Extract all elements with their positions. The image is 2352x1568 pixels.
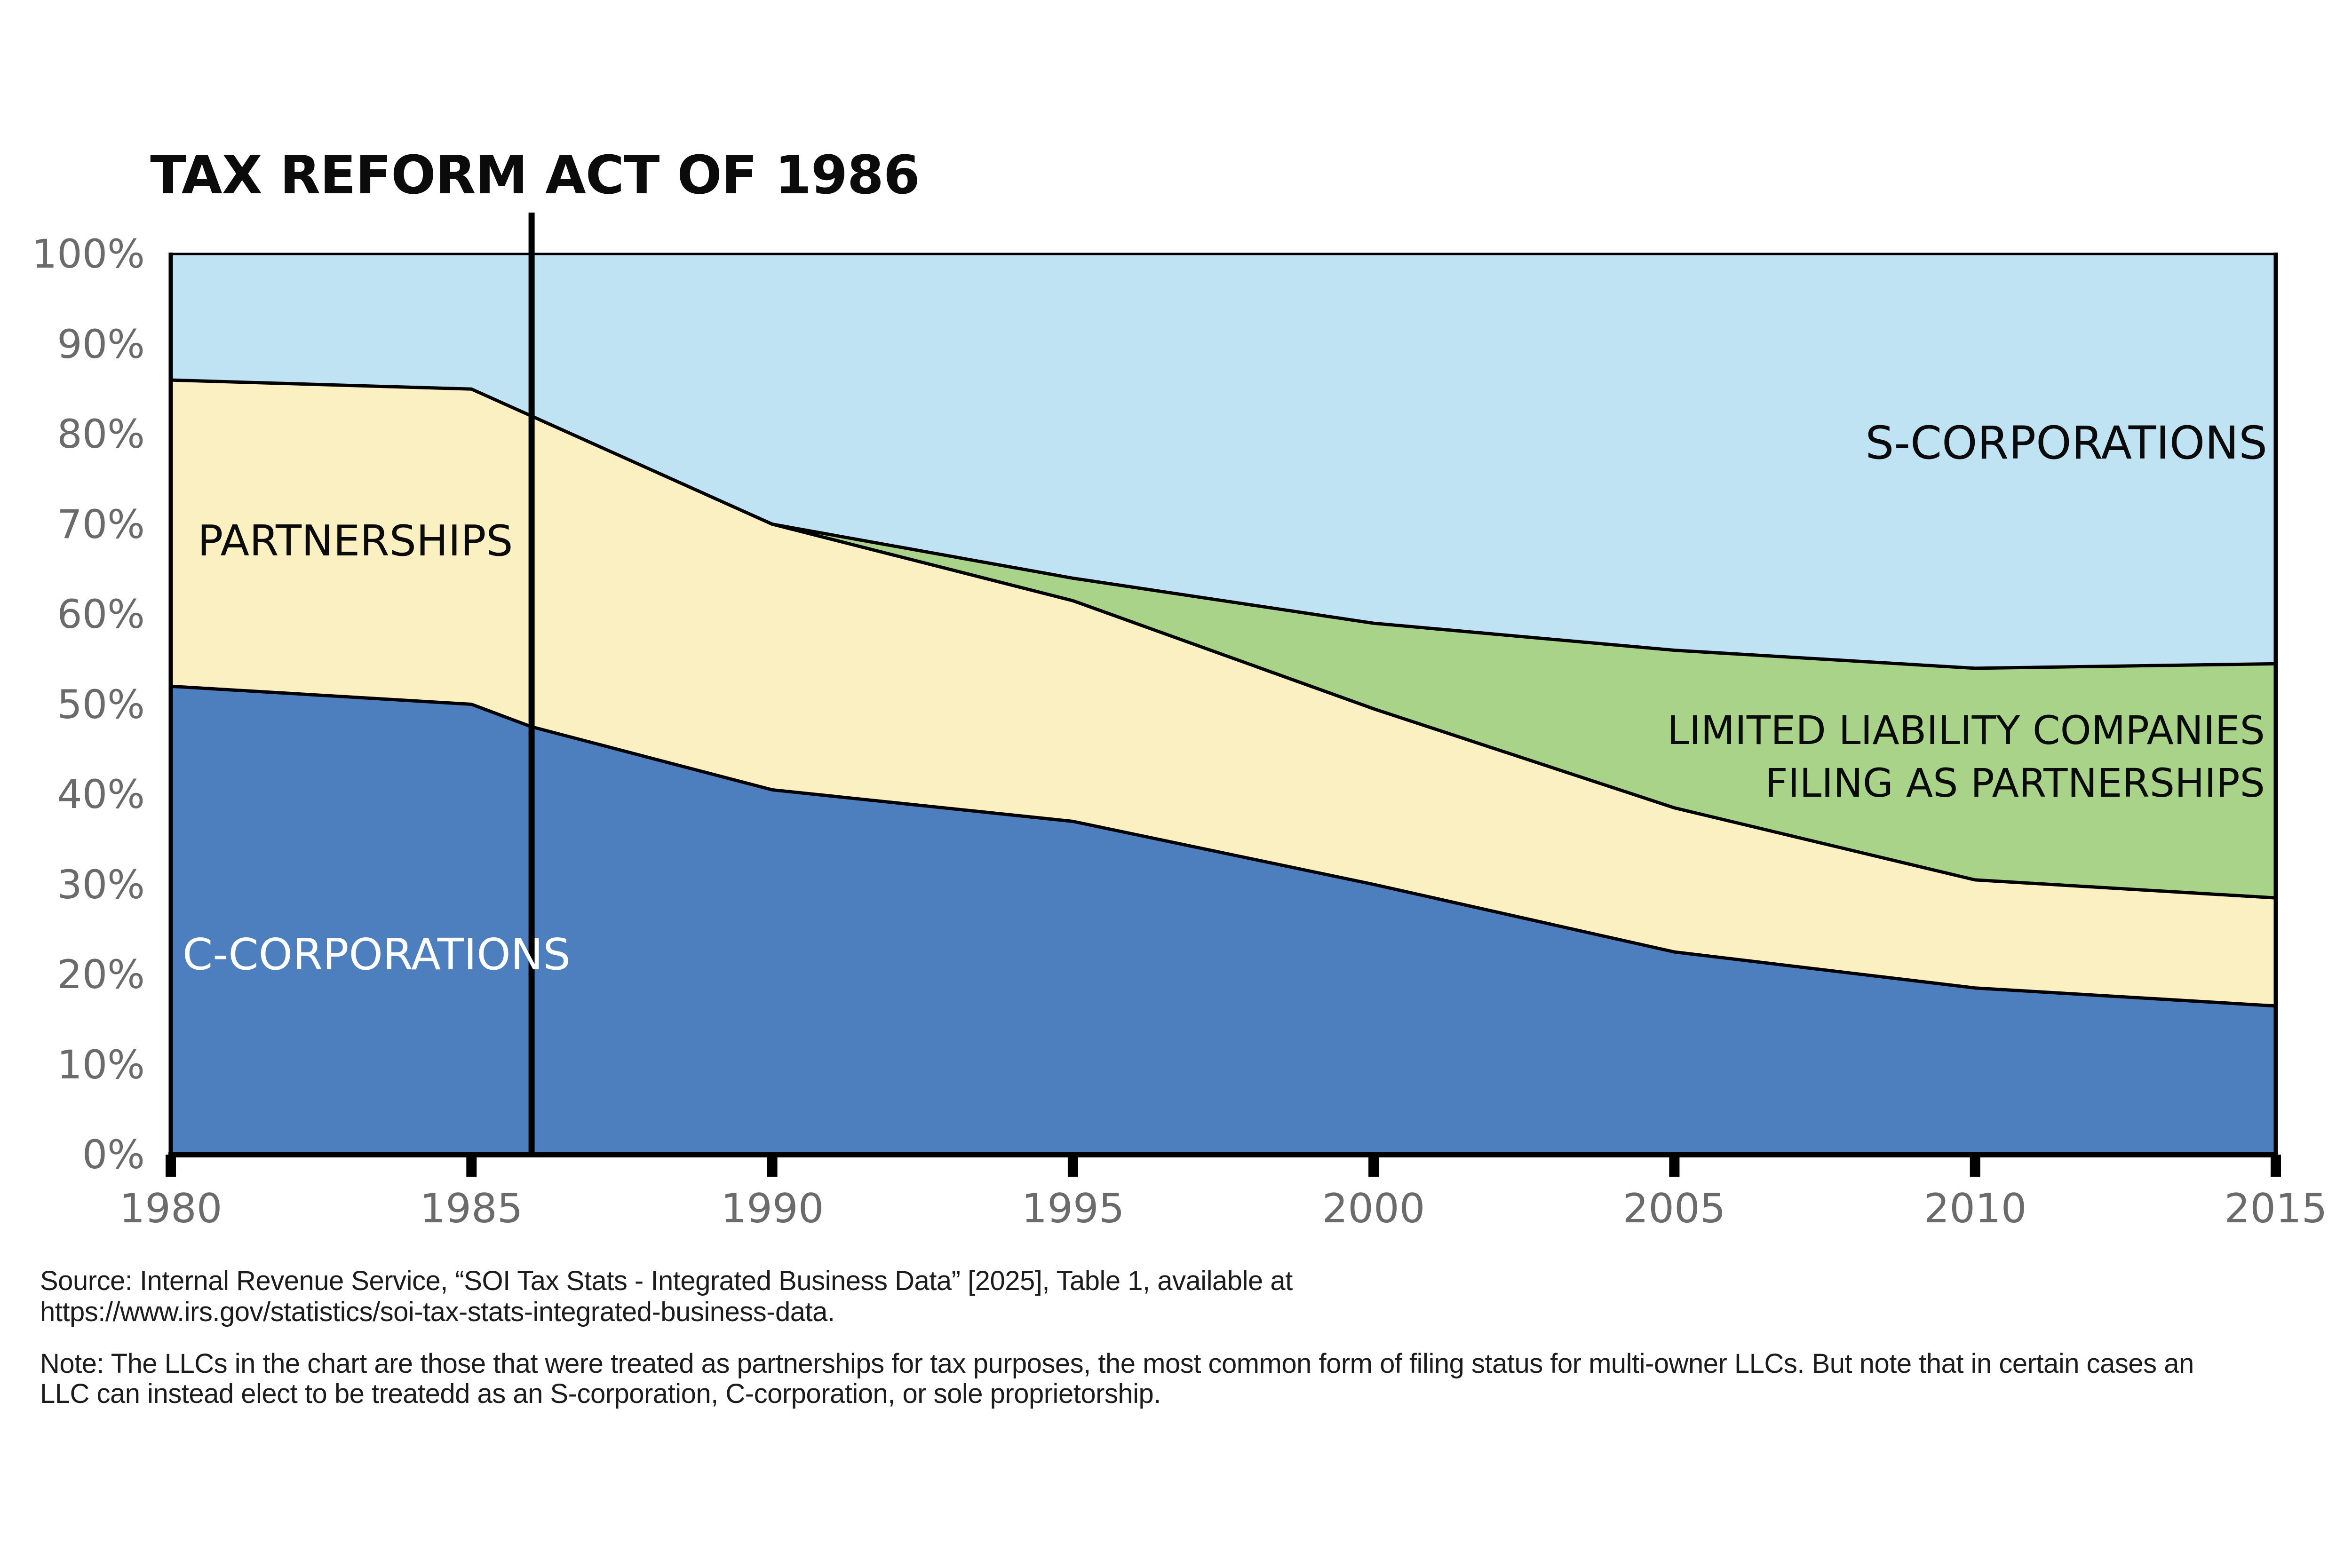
x-tick	[1669, 1155, 1680, 1177]
area-label-c-corporations: C-CORPORATIONS	[183, 929, 571, 980]
x-tick	[1970, 1155, 1980, 1177]
boundary-partnership-top	[169, 378, 2278, 900]
x-axis-label: 1980	[119, 1185, 222, 1232]
x-axis-label: 2000	[1322, 1185, 1425, 1232]
llc-label-line2: FILING AS PARTNERSHIPS	[1765, 760, 2265, 806]
y-axis-label: 60%	[57, 591, 145, 637]
annotation-title: TAX REFORM ACT OF 1986	[150, 145, 920, 206]
area-label-s-corporations: S-CORPORATIONS	[1865, 417, 2267, 469]
y-axis-label: 100%	[32, 231, 145, 277]
area-label-partnerships: PARTNERSHIPS	[198, 516, 513, 566]
x-tick	[1368, 1155, 1379, 1177]
source-line2: https://www.irs.gov/statistics/soi-tax-s…	[40, 1297, 835, 1327]
x-axis-label: 2005	[1622, 1185, 1726, 1232]
boundary-c-top	[169, 684, 2278, 1008]
x-tick	[2271, 1155, 2281, 1177]
y-axis-label: 40%	[57, 771, 145, 817]
x-axis-label: 1985	[420, 1185, 523, 1232]
area-c-corporations	[171, 686, 2276, 1155]
x-tick	[166, 1155, 176, 1177]
y-axis-label: 20%	[57, 951, 145, 998]
y-axis-label: 10%	[57, 1042, 145, 1088]
y-axis-label: 80%	[57, 411, 145, 457]
area-s-corporations	[171, 254, 2276, 668]
y-axis-label: 0%	[82, 1132, 145, 1178]
area-partnerships	[171, 380, 2276, 1006]
x-tick	[1067, 1155, 1078, 1177]
y-axis-label: 30%	[57, 862, 145, 908]
y-axis-label: 50%	[57, 681, 145, 728]
note-line2: LLC can instead elect to be treatedd as …	[40, 1378, 1161, 1409]
x-tick	[767, 1155, 778, 1177]
x-axis-label: 1995	[1021, 1185, 1125, 1232]
y-axis-label: 70%	[57, 501, 145, 547]
note-line1: Note: The LLCs in the chart are those th…	[40, 1348, 2194, 1379]
x-tick	[466, 1155, 477, 1177]
area-label-llcs: LIMITED LIABILITY COMPANIES FILING AS PA…	[1667, 705, 2265, 809]
llc-label-line1: LIMITED LIABILITY COMPANIES	[1667, 707, 2265, 753]
area-llcs-filing-as-partnerships	[772, 524, 2276, 898]
y-axis-label: 90%	[57, 321, 145, 367]
source-line1: Source: Internal Revenue Service, “SOI T…	[40, 1266, 1293, 1296]
x-axis-label: 2015	[2224, 1185, 2328, 1232]
boundary-llc-top	[771, 523, 2278, 670]
x-axis-label: 1990	[721, 1185, 824, 1232]
x-axis-label: 2010	[1923, 1185, 2027, 1232]
